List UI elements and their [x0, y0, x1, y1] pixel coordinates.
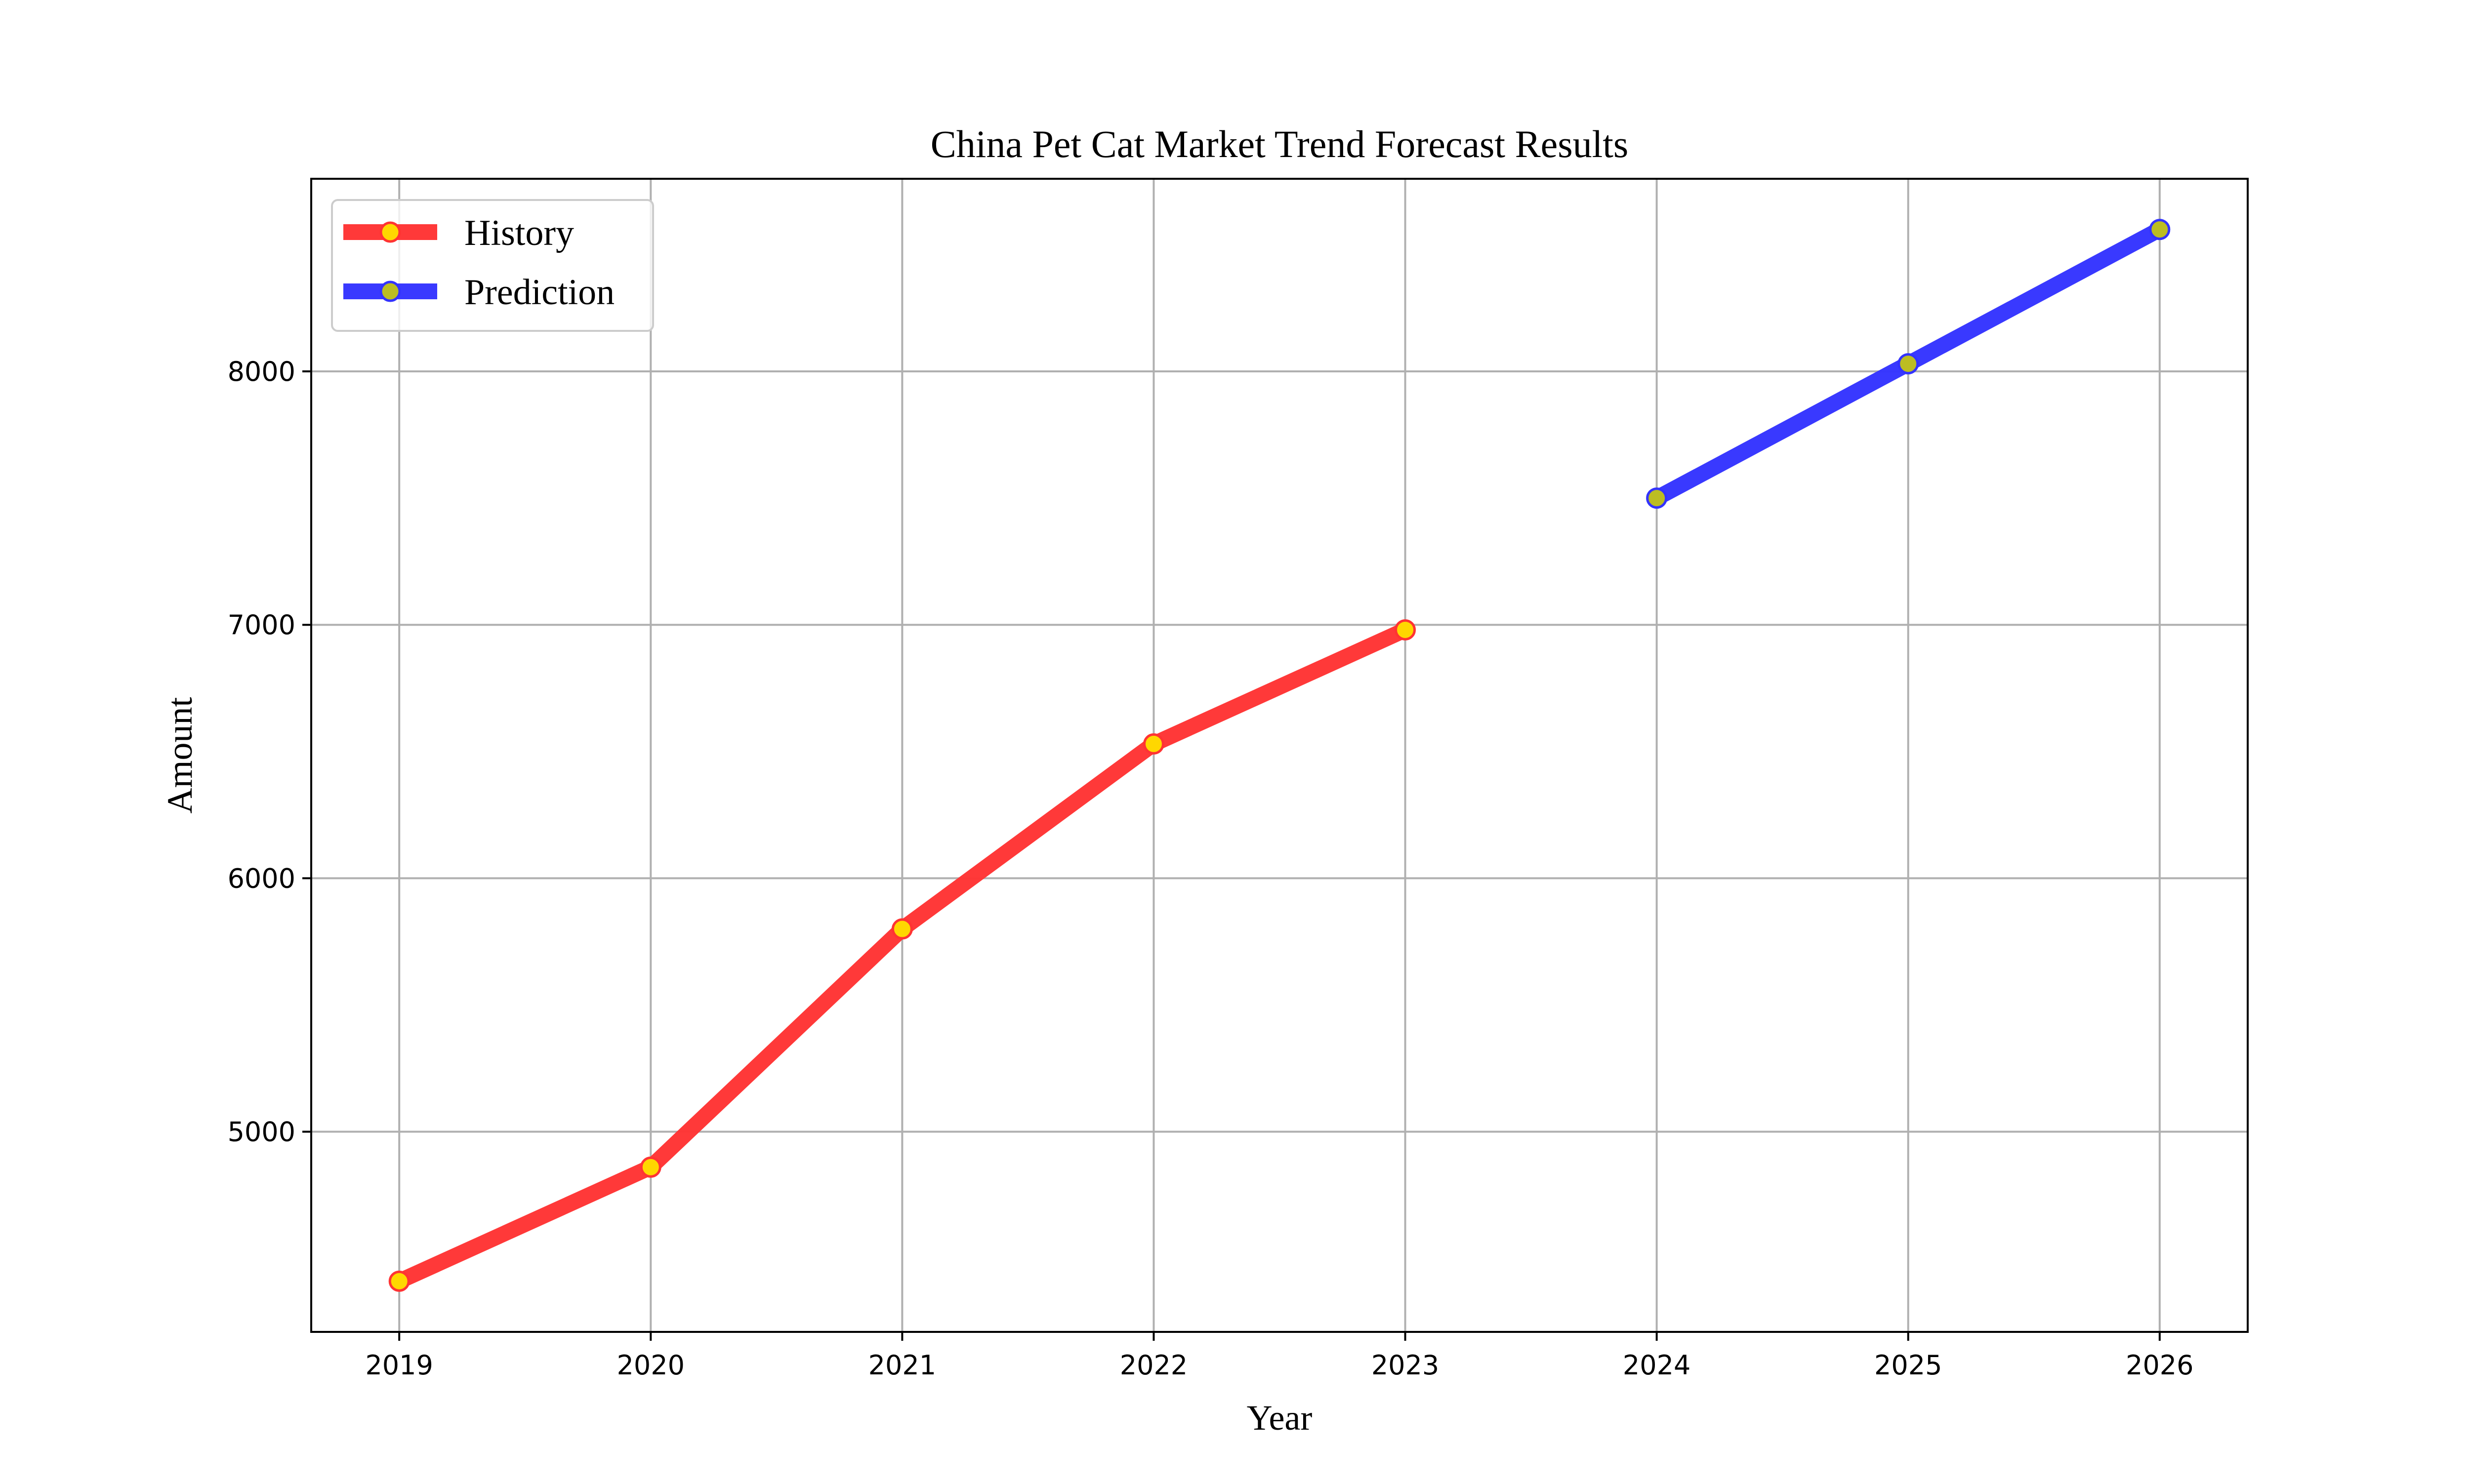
legend: History Prediction: [331, 199, 654, 332]
data-point: [891, 918, 913, 940]
data-point: [388, 1270, 410, 1292]
x-axis-label: Year: [1247, 1398, 1313, 1438]
data-point: [1143, 733, 1164, 755]
data-point: [640, 1156, 661, 1178]
data-point: [1897, 353, 1919, 375]
x-tick-label: 2019: [365, 1350, 433, 1381]
legend-item-prediction: Prediction: [343, 272, 615, 313]
legend-label: Prediction: [464, 272, 615, 313]
x-tick-label: 2020: [617, 1350, 685, 1381]
x-tick-label: 2026: [2126, 1350, 2193, 1381]
grid-lines: [311, 179, 2248, 1332]
x-tick-label: 2021: [868, 1350, 936, 1381]
legend-marker: [379, 281, 401, 302]
x-tick-label: 2022: [1120, 1350, 1188, 1381]
x-tick-label: 2023: [1371, 1350, 1439, 1381]
data-point: [2149, 219, 2171, 241]
series-prediction: [1646, 219, 2171, 509]
x-tick-label: 2024: [1623, 1350, 1690, 1381]
y-tick-label: 5000: [228, 1117, 295, 1148]
legend-item-history: History: [343, 213, 574, 253]
tick-layer: 2019 2020 2021 2022 2023 2024 2025 2026 5000 6000…: [228, 356, 2194, 1381]
y-tick-label: 8000: [228, 356, 295, 387]
legend-entries: History Prediction: [343, 213, 615, 313]
plot-frame: [310, 178, 2249, 1333]
y-tick-label: 7000: [228, 609, 295, 641]
series-history: [388, 619, 1416, 1292]
y-tick-label: 6000: [228, 863, 295, 894]
chart-title: China Pet Cat Market Trend Forecast Resu…: [931, 122, 1629, 165]
y-axis-label: Amount: [160, 697, 200, 813]
legend-marker: [379, 221, 401, 243]
x-tick-label: 2025: [1874, 1350, 1942, 1381]
data-point: [1395, 619, 1416, 641]
series-layer: [388, 219, 2171, 1292]
legend-label: History: [464, 213, 574, 253]
data-point: [1646, 487, 1668, 509]
